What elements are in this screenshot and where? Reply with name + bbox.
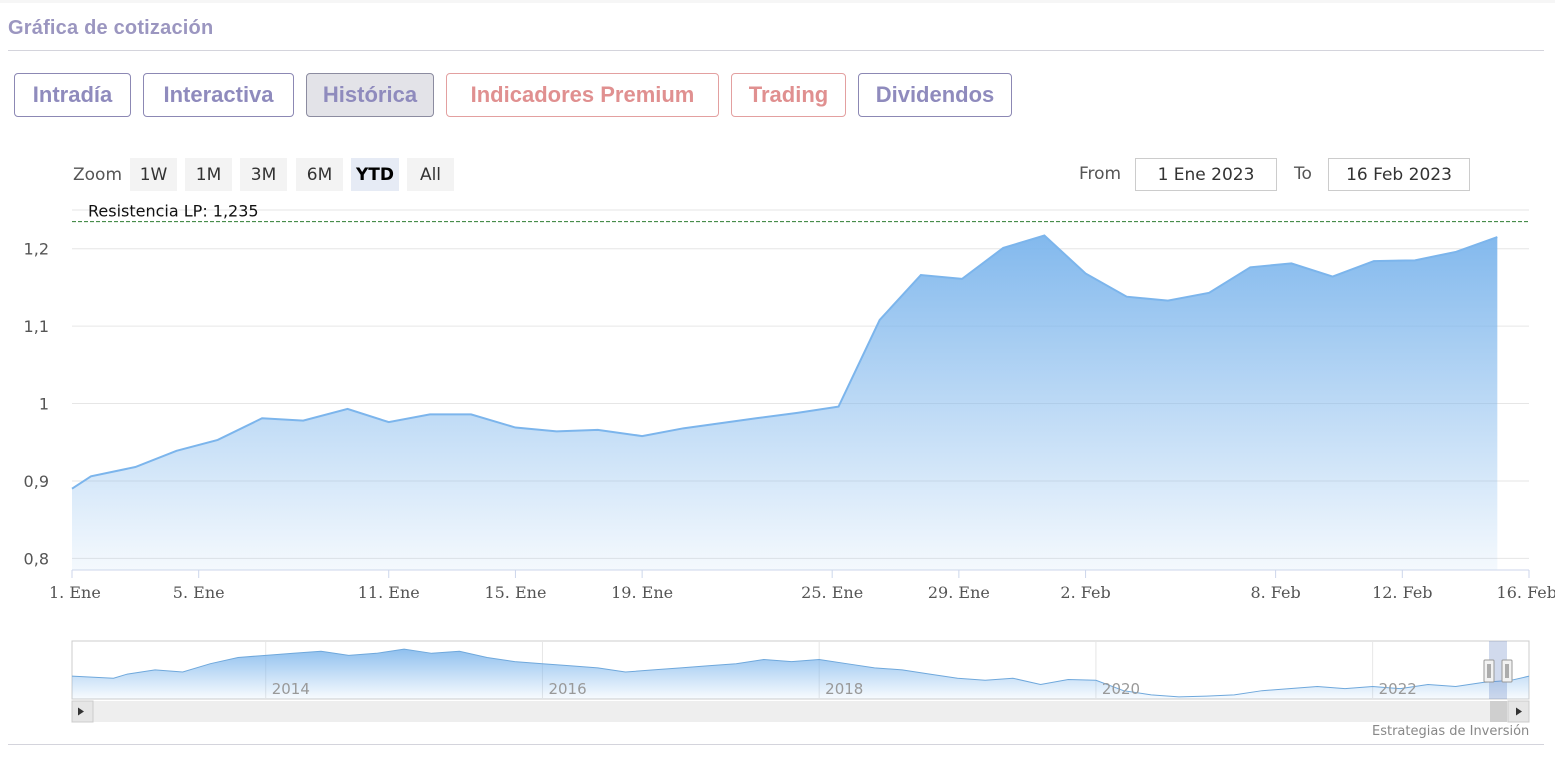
x-tick-label: 11. Ene: [358, 583, 420, 602]
navigator-left-handle: [1483, 659, 1495, 683]
zoom-3m-button[interactable]: 3M: [240, 158, 287, 191]
tab-trading[interactable]: Trading: [731, 73, 846, 117]
x-tick-label: 2. Feb: [1060, 583, 1110, 602]
x-tick-label: 12. Feb: [1372, 583, 1432, 602]
navigator-year-label: 2020: [1102, 680, 1140, 698]
x-tick-label: 25. Ene: [801, 583, 863, 602]
x-tick-label: 15. Ene: [484, 583, 546, 602]
zoom-ytd-button[interactable]: YTD: [351, 158, 399, 191]
zoom-label: Zoom: [73, 165, 123, 185]
zoom-1w-button[interactable]: 1W: [130, 158, 177, 191]
y-tick-label: 0,9: [24, 472, 49, 491]
series-area-fill: [72, 235, 1498, 570]
navigator-right-handle: [1501, 659, 1513, 683]
scrollbar[interactable]: [71, 700, 1530, 723]
top-divider: [0, 0, 1555, 3]
tab-interactiva[interactable]: Interactiva: [143, 73, 294, 117]
x-axis: 1. Ene 5. Ene 11. Ene 15. Ene 19. Ene 25. Ene…: [49, 569, 1555, 602]
navigator-area: [72, 649, 1529, 699]
navigator-year-label: 2016: [548, 680, 586, 698]
y-axis: 0,8 0,9 1 1,1 1,2: [24, 240, 49, 569]
title-divider: [8, 50, 1544, 51]
scroll-left-arrow-icon: [78, 707, 84, 716]
to-label: To: [1294, 164, 1312, 184]
x-tick-label: 16. Feb: [1497, 583, 1555, 602]
x-tick-label: 5. Ene: [173, 583, 225, 602]
x-tick-label: 29. Ene: [928, 583, 990, 602]
navigator[interactable]: 2014 2016 2018 2020 2022: [71, 640, 1530, 700]
navigator-year-label: 2022: [1379, 680, 1417, 698]
scrollbar-thumb[interactable]: [1490, 701, 1507, 722]
navigator-year-label: 2018: [825, 680, 863, 698]
x-tick-label: 1. Ene: [49, 583, 101, 602]
x-tick-label: 19. Ene: [611, 583, 673, 602]
y-tick-label: 1,1: [24, 317, 49, 336]
to-date-input[interactable]: 16 Feb 2023: [1328, 158, 1470, 191]
scroll-right-arrow-icon: [1516, 707, 1522, 716]
series-area: [71, 234, 1498, 570]
navigator-line: [71, 648, 1530, 698]
navigator-year-label: 2014: [272, 680, 310, 698]
tab-dividendos[interactable]: Dividendos: [858, 73, 1012, 117]
from-date-input[interactable]: 1 Ene 2023: [1135, 158, 1277, 191]
navigator-selected-range: [1489, 641, 1507, 699]
x-tick-label: 8. Feb: [1250, 583, 1300, 602]
resistance-label: Resistencia LP: 1,235: [88, 202, 259, 221]
scrollbar-track[interactable]: [72, 701, 1529, 722]
section-title: Gráfica de cotización: [8, 17, 214, 39]
zoom-all-button[interactable]: All: [407, 158, 454, 191]
y-tick-label: 1,2: [24, 240, 49, 259]
tab-indicadores-premium[interactable]: Indicadores Premium: [446, 73, 719, 117]
tab-intradia[interactable]: Intradía: [14, 73, 131, 117]
y-tick-label: 1: [39, 395, 49, 414]
series-line: [71, 234, 1498, 490]
zoom-6m-button[interactable]: 6M: [296, 158, 343, 191]
zoom-1m-button[interactable]: 1M: [185, 158, 232, 191]
from-label: From: [1079, 164, 1122, 184]
tab-historica[interactable]: Histórica: [306, 73, 434, 117]
resistance-layer: Resistencia LP: 1,235: [72, 202, 1529, 223]
y-tick-label: 0,8: [24, 549, 49, 568]
bottom-divider: [8, 744, 1544, 745]
credits[interactable]: Estrategias de Inversión: [1372, 724, 1530, 739]
